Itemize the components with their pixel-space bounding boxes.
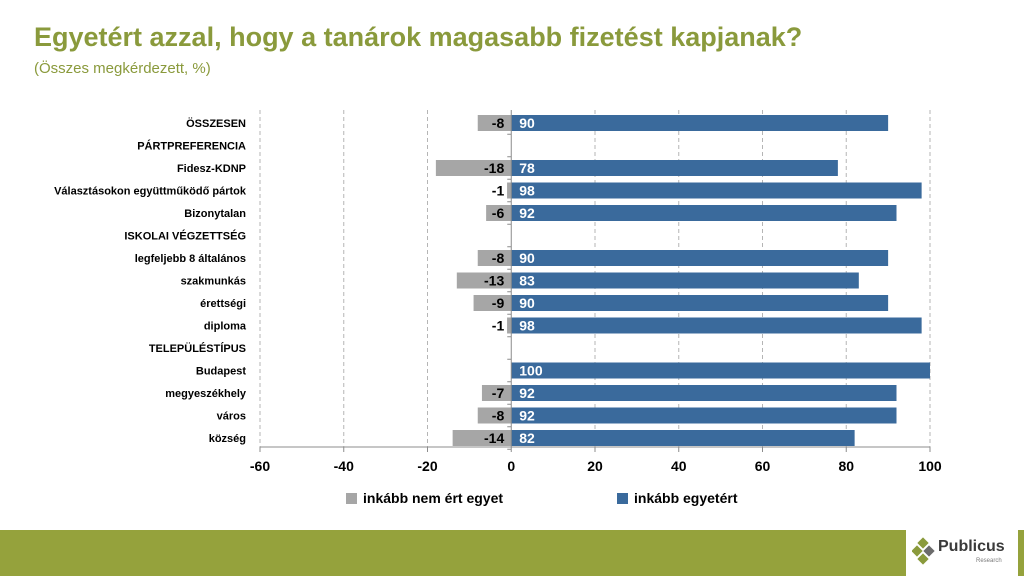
data-label-agree: 100 [519, 363, 543, 379]
bar-disagree [456, 272, 512, 289]
x-tick-label: -40 [334, 458, 354, 474]
chart-subtitle: (Összes megkérdezett, %) [34, 60, 211, 77]
x-tick-label: 80 [838, 458, 854, 474]
bar-agree [511, 272, 859, 289]
data-label-agree: 92 [519, 408, 535, 424]
data-label-disagree: -1 [492, 183, 505, 199]
data-label-disagree: -9 [492, 295, 505, 311]
data-label-agree: 90 [519, 250, 535, 266]
bar-agree [511, 430, 855, 446]
data-label-disagree: -8 [492, 115, 505, 131]
data-label-agree: 92 [519, 205, 535, 221]
bar-disagree [435, 160, 512, 176]
x-tick-label: 20 [587, 458, 603, 474]
bar-agree [511, 362, 930, 379]
data-label-agree: 98 [519, 183, 535, 199]
bar-disagree [477, 250, 512, 266]
category-label: Fidesz-KDNP [177, 163, 246, 175]
x-tick-label: -20 [417, 458, 437, 474]
bar-agree [511, 182, 922, 199]
x-tick-label: 0 [507, 458, 515, 474]
legend-swatch-agree [617, 493, 628, 504]
data-label-disagree: -13 [484, 273, 504, 289]
x-tick-label: 60 [755, 458, 771, 474]
legend-swatch-disagree [346, 493, 357, 504]
chart-title: Egyetért azzal, hogy a tanárok magasabb … [34, 22, 803, 52]
category-label: PÁRTPREFERENCIA [137, 140, 246, 153]
footer-bar [0, 530, 1024, 576]
category-label: diploma [204, 321, 247, 333]
category-label: Választásokon együttműködő pártok [54, 186, 247, 198]
category-label: Budapest [196, 366, 246, 378]
data-label-agree: 90 [519, 295, 535, 311]
data-label-agree: 98 [519, 318, 535, 334]
data-label-disagree: -18 [484, 160, 504, 176]
category-label: község [209, 433, 246, 445]
data-label-disagree: -1 [492, 318, 505, 334]
category-label: város [217, 411, 246, 423]
legend-label-agree: inkább egyetért [634, 490, 738, 506]
data-label-agree: 90 [519, 115, 535, 131]
category-label: érettségi [200, 298, 246, 310]
bar-agree [511, 295, 889, 311]
bar-agree [511, 205, 897, 221]
data-label-disagree: -8 [492, 250, 505, 266]
bar-disagree [477, 115, 512, 131]
data-label-disagree: -14 [484, 430, 504, 446]
category-label: Bizonytalan [184, 208, 246, 220]
diverging-bar-chart: -60 -40 -20 0 20 40 60 80 100 ÖSSZESEN -8 90 PÁRTPRE… [54, 110, 942, 506]
publicus-logo: Publicus Research [906, 530, 1018, 576]
category-label: legfeljebb 8 általános [135, 253, 246, 265]
category-label: TELEPÜLÉSTÍPUS [149, 342, 246, 355]
legend-label-disagree: inkább nem ért egyet [363, 490, 503, 506]
bar-agree [511, 115, 889, 131]
category-label: szakmunkás [181, 276, 246, 288]
category-label: megyeszékhely [165, 388, 247, 400]
category-label: ÖSSZESEN [186, 117, 246, 130]
logo-subtitle: Research [976, 558, 1002, 564]
bar-disagree [477, 407, 512, 424]
x-tick-label: -60 [250, 458, 270, 474]
bar-disagree [507, 317, 512, 334]
x-tick-label: 100 [918, 458, 942, 474]
data-label-disagree: -7 [492, 385, 505, 401]
bar-disagree [507, 182, 512, 199]
publicus-logo-icon [912, 537, 935, 565]
bar-disagree [473, 295, 512, 311]
bar-disagree [486, 205, 512, 221]
data-label-disagree: -6 [492, 205, 505, 221]
bar-agree [511, 407, 897, 424]
category-label: ISKOLAI VÉGZETTSÉG [124, 230, 246, 243]
bar-agree [511, 250, 889, 266]
logo-name: Publicus [938, 538, 1005, 555]
bar-agree [511, 385, 897, 401]
bar-disagree [452, 430, 512, 446]
x-tick-label: 40 [671, 458, 687, 474]
bar-disagree [481, 385, 512, 401]
data-label-agree: 92 [519, 385, 535, 401]
data-label-disagree: -8 [492, 408, 505, 424]
bar-agree [511, 317, 922, 334]
data-label-agree: 82 [519, 430, 535, 446]
data-label-agree: 78 [519, 160, 535, 176]
data-label-agree: 83 [519, 273, 535, 289]
bar-agree [511, 160, 838, 176]
